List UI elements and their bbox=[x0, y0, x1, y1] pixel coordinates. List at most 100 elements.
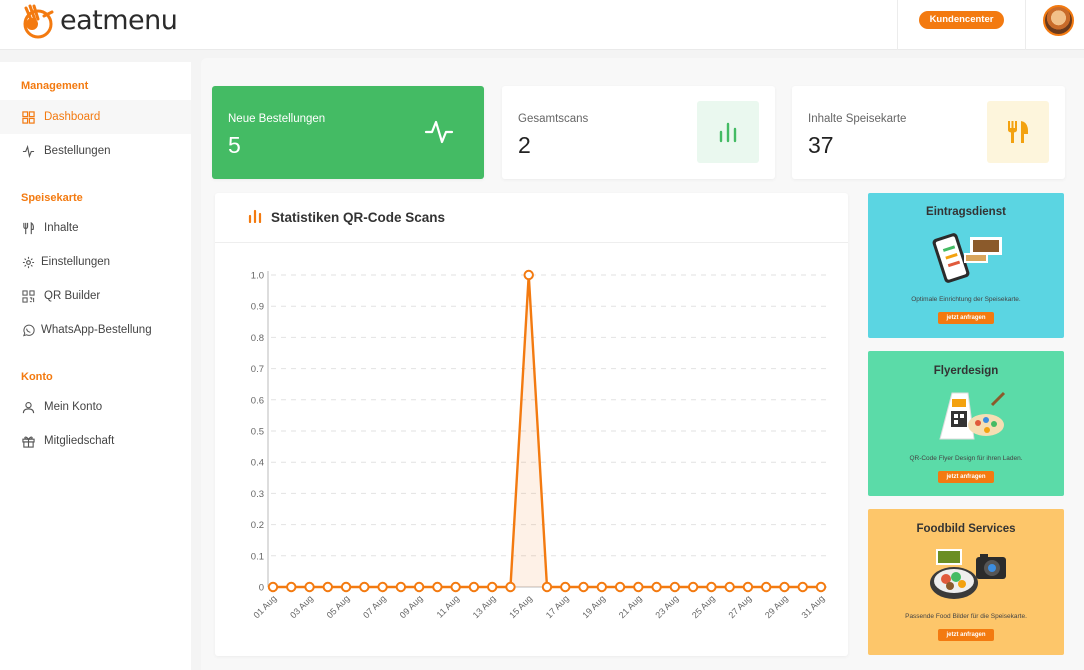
sidebar-item-mein-konto[interactable]: Mein Konto bbox=[0, 390, 191, 424]
x-tick-label: 07 Aug bbox=[361, 593, 388, 620]
promo-request-button[interactable]: jetzt anfragen bbox=[938, 312, 994, 324]
data-point bbox=[359, 581, 370, 593]
promo-card-flyerdesign[interactable]: Flyerdesign QR-Code Flyer Design für ihr… bbox=[868, 351, 1064, 496]
x-tick-label: 03 Aug bbox=[288, 593, 315, 620]
top-header: eatmenu Kundencenter bbox=[0, 0, 1084, 50]
data-point bbox=[413, 581, 425, 593]
gear-icon bbox=[21, 255, 35, 269]
data-point bbox=[395, 581, 407, 593]
stat-card-total-scans[interactable]: Gesamtscans 2 bbox=[502, 86, 775, 179]
data-point bbox=[340, 581, 352, 593]
fork-logo-icon bbox=[23, 4, 54, 39]
y-tick-label: 0 bbox=[259, 583, 264, 594]
data-point bbox=[432, 581, 443, 593]
promo-request-button[interactable]: jetzt anfragen bbox=[938, 471, 994, 483]
x-tick-label: 23 Aug bbox=[653, 593, 680, 620]
y-tick-label: 0.9 bbox=[251, 302, 264, 313]
brand-name: eatmenu bbox=[60, 4, 178, 36]
data-point bbox=[286, 581, 297, 593]
x-tick-label: 31 Aug bbox=[800, 593, 827, 620]
data-point bbox=[797, 581, 808, 593]
data-point bbox=[761, 581, 772, 593]
data-point bbox=[633, 581, 644, 593]
phone-menu-illustration-icon bbox=[932, 233, 1002, 283]
x-tick-label: 29 Aug bbox=[763, 593, 790, 620]
bar-chart-icon bbox=[248, 209, 262, 223]
promo-text: QR-Code Flyer Design für ihren Laden. bbox=[909, 455, 1023, 462]
y-tick-label: 0.4 bbox=[251, 458, 264, 469]
grid-icon bbox=[21, 110, 35, 124]
sidebar-item-label: Inhalte bbox=[44, 222, 79, 234]
data-point bbox=[578, 581, 589, 593]
x-tick-label: 01 Aug bbox=[252, 593, 279, 620]
user-avatar[interactable] bbox=[1043, 5, 1074, 36]
promo-title: Flyerdesign bbox=[933, 365, 999, 377]
sidebar-section-konto: Konto bbox=[21, 371, 53, 383]
cutlery-icon bbox=[987, 101, 1049, 163]
data-point bbox=[468, 581, 480, 593]
x-tick-label: 05 Aug bbox=[325, 593, 352, 620]
data-point bbox=[487, 581, 498, 593]
header-divider bbox=[1025, 0, 1026, 50]
brand-logo[interactable]: eatmenu bbox=[18, 2, 178, 42]
sidebar-section-speisekarte: Speisekarte bbox=[21, 192, 83, 204]
sidebar-item-label: Mitgliedschaft bbox=[44, 435, 115, 447]
qr-icon bbox=[21, 289, 35, 303]
activity-icon bbox=[408, 101, 470, 163]
data-point bbox=[377, 581, 388, 593]
sidebar-item-mitgliedschaft[interactable]: Mitgliedschaft bbox=[0, 424, 191, 458]
sidebar-item-label: Dashboard bbox=[44, 111, 101, 123]
data-point bbox=[669, 581, 681, 593]
stat-label: Neue Bestellungen bbox=[228, 113, 326, 125]
stat-card-new-orders[interactable]: Neue Bestellungen 5 bbox=[212, 86, 484, 179]
sidebar-item-dashboard[interactable]: Dashboard bbox=[0, 100, 191, 134]
y-tick-label: 1.0 bbox=[251, 271, 264, 282]
header-divider bbox=[897, 0, 898, 50]
sidebar-item-inhalte[interactable]: Inhalte bbox=[0, 211, 191, 245]
sidebar-item-whatsapp[interactable]: WhatsApp-Bestellung bbox=[0, 313, 191, 347]
x-tick-label: 13 Aug bbox=[471, 593, 498, 620]
data-point bbox=[596, 581, 607, 593]
data-point bbox=[614, 581, 626, 593]
x-tick-label: 27 Aug bbox=[726, 593, 753, 620]
promo-title: Eintragsdienst bbox=[926, 206, 1006, 218]
data-point bbox=[724, 581, 735, 593]
customer-center-button[interactable]: Kundencenter bbox=[919, 11, 1004, 29]
gift-icon bbox=[21, 434, 35, 448]
data-point bbox=[706, 581, 717, 593]
data-point bbox=[505, 581, 516, 593]
data-point bbox=[267, 581, 279, 593]
cutlery-icon bbox=[21, 221, 35, 235]
flyer-stand-illustration-icon bbox=[939, 391, 1006, 440]
sidebar-item-bestellungen[interactable]: Bestellungen bbox=[0, 134, 191, 168]
sidebar-item-label: QR Builder bbox=[44, 290, 101, 302]
user-icon bbox=[21, 400, 35, 414]
sidebar-item-label: Einstellungen bbox=[41, 256, 111, 268]
y-tick-label: 0.1 bbox=[251, 551, 264, 562]
data-point bbox=[742, 581, 754, 593]
sidebar-item-einstellungen[interactable]: Einstellungen bbox=[0, 245, 191, 279]
sidebar-item-qr-builder[interactable]: QR Builder bbox=[0, 279, 191, 313]
stat-value: 2 bbox=[518, 132, 531, 158]
x-tick-label: 17 Aug bbox=[544, 593, 571, 620]
stat-value: 5 bbox=[228, 132, 241, 158]
stat-label: Gesamtscans bbox=[518, 113, 589, 125]
stat-card-menu-items[interactable]: Inhalte Speisekarte 37 bbox=[792, 86, 1065, 179]
activity-icon bbox=[21, 144, 35, 158]
data-point bbox=[687, 581, 699, 593]
y-tick-label: 0.7 bbox=[251, 364, 264, 375]
y-tick-label: 0.2 bbox=[251, 520, 264, 531]
x-tick-label: 19 Aug bbox=[580, 593, 607, 620]
promo-card-eintragsdienst[interactable]: Eintragsdienst Optimale Einrichtung der … bbox=[868, 193, 1064, 338]
data-point bbox=[541, 581, 553, 593]
data-point bbox=[815, 581, 827, 593]
data-point bbox=[560, 581, 571, 593]
stat-value: 37 bbox=[808, 132, 834, 158]
promo-card-foodbild[interactable]: Foodbild Services Passende Food Bilder f… bbox=[868, 509, 1064, 655]
data-point bbox=[651, 581, 662, 593]
food-camera-illustration-icon bbox=[930, 549, 1006, 599]
bar-chart-icon bbox=[697, 101, 759, 163]
promo-title: Foodbild Services bbox=[916, 523, 1016, 535]
promo-request-button[interactable]: jetzt anfragen bbox=[938, 629, 994, 641]
data-point bbox=[523, 269, 534, 281]
